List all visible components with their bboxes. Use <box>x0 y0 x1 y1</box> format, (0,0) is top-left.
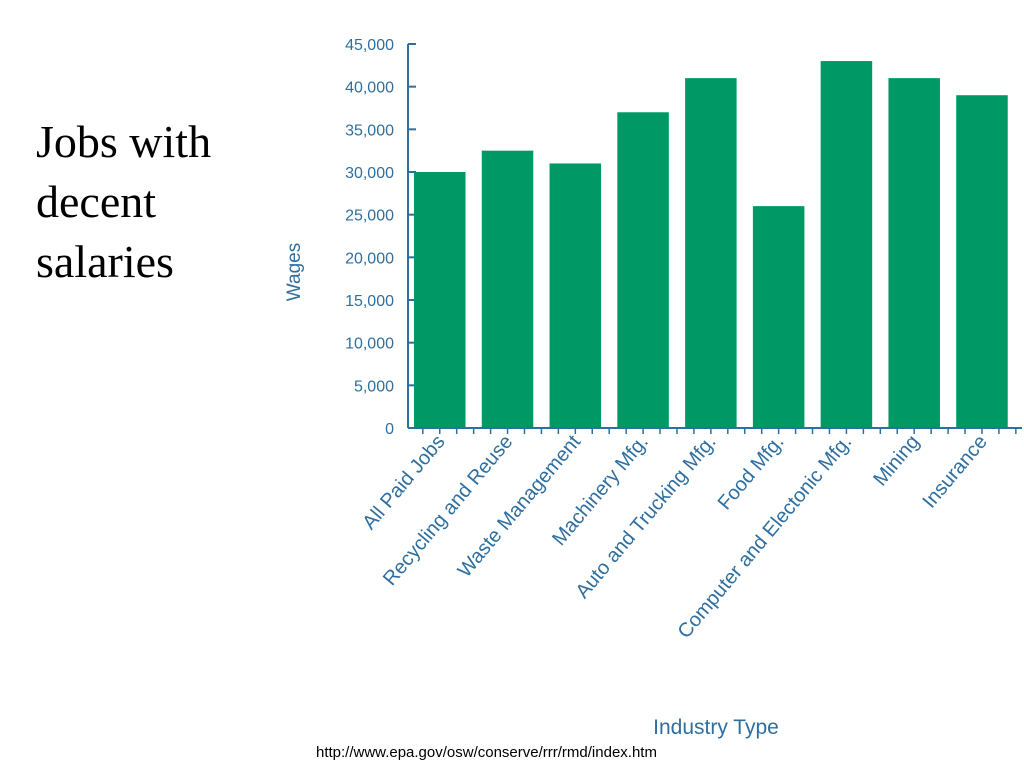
bar <box>481 150 534 428</box>
y-tick-label: 40,000 <box>345 80 394 97</box>
bar <box>888 78 940 428</box>
bar <box>752 206 805 428</box>
bars <box>414 61 1008 429</box>
y-tick-label: 35,000 <box>345 122 394 139</box>
x-tick-label: Mining <box>869 431 924 490</box>
slide-title-line: salaries <box>36 236 174 287</box>
slide-title: Jobs with decent salaries <box>36 112 276 292</box>
x-axis-title: Industry Type <box>653 716 779 739</box>
bar <box>820 61 873 429</box>
y-tick-label: 25,000 <box>345 208 394 225</box>
y-tick-label: 5,000 <box>354 378 394 395</box>
y-axis-title: Wages <box>284 243 305 301</box>
slide-title-line: Jobs with <box>36 116 212 167</box>
y-tick-label: 10,000 <box>345 336 394 353</box>
y-tick-label: 20,000 <box>345 250 394 267</box>
x-tick-label: Insurance <box>918 431 991 512</box>
x-tick-label: Auto and Trucking Mfg. <box>572 431 721 603</box>
bar <box>549 163 602 428</box>
source-link[interactable]: http://www.epa.gov/osw/conserve/rrr/rmd/… <box>316 744 657 761</box>
bar <box>617 112 669 429</box>
bar <box>685 78 737 428</box>
x-tick-label: Recycling and Reuse <box>379 431 517 590</box>
slide-title-line: decent <box>36 176 157 227</box>
x-tick-label: Food Mfg. <box>714 431 789 514</box>
bar <box>956 95 1008 428</box>
y-tick-label: 15,000 <box>345 293 394 310</box>
y-tick-label: 45,000 <box>345 37 394 54</box>
bar <box>414 172 466 428</box>
y-axis-ticks: 0 5,000 10,000 15,000 20,000 25,000 30,000 35,0… <box>345 37 416 438</box>
y-tick-label: 0 <box>385 421 394 438</box>
x-axis-ticks <box>422 428 1017 434</box>
y-tick-label: 30,000 <box>345 165 394 182</box>
x-tick-label: Waste Management <box>454 431 586 582</box>
